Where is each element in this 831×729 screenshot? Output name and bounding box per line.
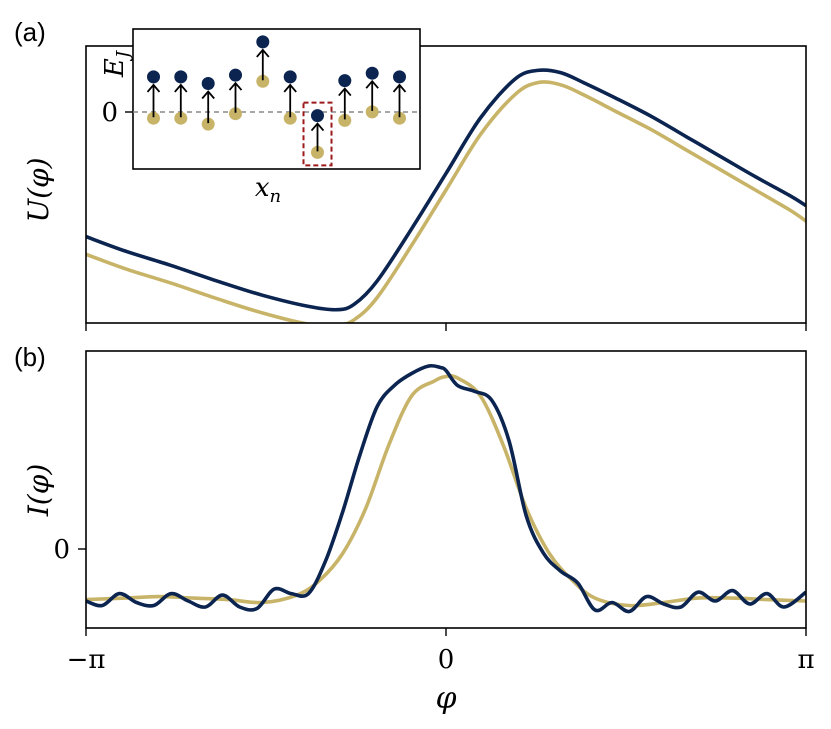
inset-dot-bottom (365, 105, 379, 119)
inset-arrow (310, 122, 325, 152)
panel-b-ylabel: I(φ) (22, 464, 55, 518)
x-tick-zero: 0 (438, 645, 455, 675)
panel-b-series-line-dark (86, 363, 806, 614)
panel-a-label: (a) (14, 17, 46, 47)
inset-marks (146, 35, 407, 167)
inset-dot-top (338, 74, 352, 88)
x-tick-pi: π (797, 645, 814, 675)
panel-b-frame (85, 350, 807, 629)
inset-arrow (256, 48, 270, 81)
inset-arrow (365, 79, 379, 111)
inset-dot-top (365, 66, 379, 80)
inset-arrow (146, 83, 161, 118)
inset-frame (132, 28, 421, 170)
inset-dot-bottom (338, 113, 352, 127)
inset-dot-bottom (256, 74, 270, 88)
inset: 0 EJ xn (100, 28, 421, 207)
inset-arrow (392, 83, 407, 118)
inset-arrow (174, 83, 188, 118)
x-tick-minus-pi: −π (67, 645, 106, 675)
panel-a-series-line-dark (86, 68, 806, 312)
panel-a-series (86, 68, 806, 323)
inset-arrow (201, 90, 215, 124)
x-axis-label: φ (435, 681, 456, 716)
panel-a-ylabel: U(φ) (22, 157, 55, 222)
panel-a: U(φ) 0 EJ xn (22, 28, 807, 331)
inset-ytick-zero: 0 (101, 98, 118, 128)
inset-dot-bottom (174, 111, 188, 125)
inset-arrow (338, 87, 352, 120)
panel-b-ytick-zero: 0 (53, 535, 70, 565)
panel-b-series-line-gold (86, 374, 806, 608)
inset-highlight-box (302, 101, 333, 167)
inset-dot-top (393, 70, 406, 84)
inset-dot-bottom (147, 111, 160, 125)
panel-b-label: (b) (14, 342, 46, 372)
inset-dot-top (256, 35, 270, 49)
inset-arrow (283, 83, 297, 118)
panel-b: 0 I(φ) −π 0 π φ (22, 350, 815, 716)
panel-b-series (86, 363, 806, 614)
inset-dot-top (174, 70, 188, 84)
inset-dot-bottom (283, 111, 297, 125)
inset-dot-bottom (201, 117, 215, 131)
inset-ylabel: EJ (100, 49, 134, 78)
inset-dot-top (201, 77, 215, 90)
inset-arrow (228, 81, 243, 113)
inset-dot-top (229, 68, 242, 82)
inset-xlabel: xn (255, 173, 281, 207)
inset-dot-bottom (229, 107, 242, 121)
inset-dot-top (311, 109, 324, 123)
inset-dot-top (147, 70, 160, 84)
inset-dot-bottom (311, 145, 324, 159)
inset-dot-bottom (393, 111, 406, 125)
inset-dot-top (283, 70, 297, 84)
panel-a-series-line-gold (86, 80, 806, 323)
